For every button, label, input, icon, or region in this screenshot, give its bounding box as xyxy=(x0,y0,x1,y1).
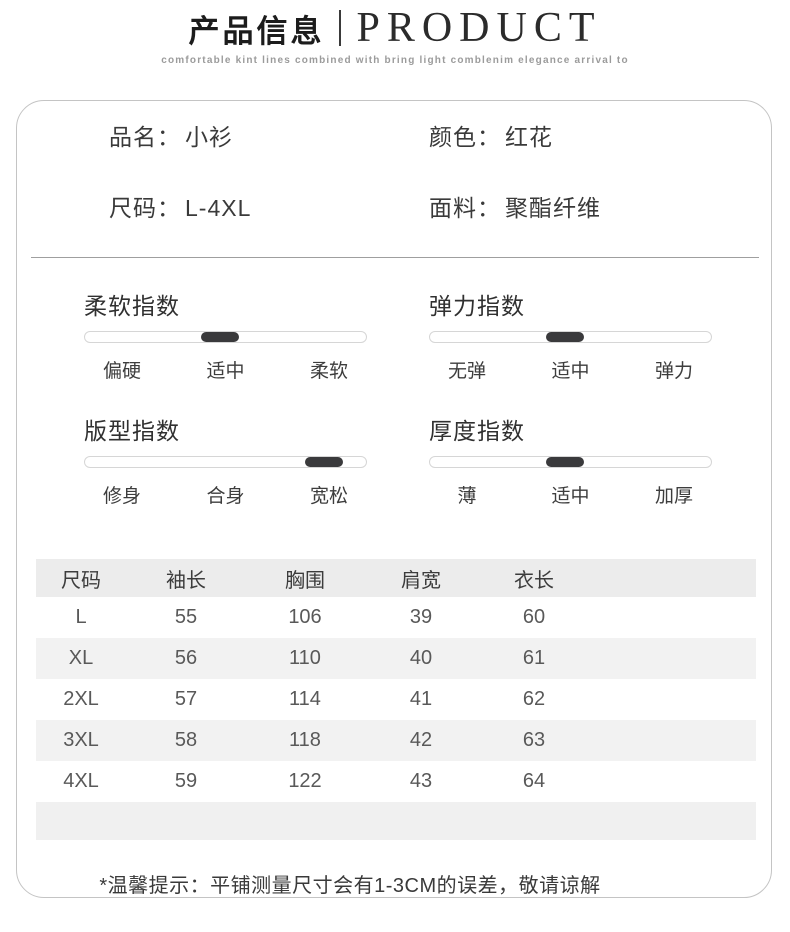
column-header: 袖长 xyxy=(166,569,206,592)
attribute-label: 面料： xyxy=(429,195,501,221)
cell-length: 63 xyxy=(522,729,546,751)
cell-size: L xyxy=(75,606,87,628)
cell-shoulder: 43 xyxy=(409,770,433,792)
title-chinese: 产品信息 xyxy=(188,13,325,49)
thickness-slider-fill xyxy=(545,457,584,467)
header-subtitle: comfortable kint lines combined with bri… xyxy=(161,55,629,66)
fit-slider-track xyxy=(84,456,367,468)
scale-label: 修身 xyxy=(102,486,141,507)
elasticity-slider-track xyxy=(429,331,712,343)
index-title: 柔软指数 xyxy=(84,293,180,319)
cell-size: XL xyxy=(68,647,94,669)
cell-sleeve: 59 xyxy=(174,770,198,792)
fit-slider-fill xyxy=(304,457,343,467)
index-scale-labels: 偏硬 适中 柔软 xyxy=(84,356,367,383)
attribute-label: 品名： xyxy=(109,124,181,150)
scale-label: 弹力 xyxy=(654,361,693,382)
attribute-label: 颜色： xyxy=(429,124,501,150)
title-divider-bar xyxy=(339,10,342,46)
index-title: 厚度指数 xyxy=(429,418,525,444)
scale-label: 宽松 xyxy=(309,486,348,507)
index-elasticity: 弹力指数 无弹 适中 弹力 xyxy=(429,291,712,383)
index-thickness: 厚度指数 薄 适中 加厚 xyxy=(429,416,712,508)
scale-label: 合身 xyxy=(206,486,245,507)
cell-sleeve: 57 xyxy=(174,688,198,710)
table-row-3XL: 3XL 58 118 42 63 xyxy=(36,720,756,761)
scale-label: 薄 xyxy=(457,486,477,507)
thickness-slider-track xyxy=(429,456,712,468)
cell-size: 2XL xyxy=(63,688,99,710)
cell-length: 60 xyxy=(522,606,546,628)
title-english: PRODUCT xyxy=(356,5,602,51)
attribute-value: 红花 xyxy=(505,124,553,150)
cell-shoulder: 42 xyxy=(409,729,433,751)
index-title: 弹力指数 xyxy=(429,293,525,319)
cell-size: 3XL xyxy=(63,729,99,751)
size-table-header-row: 尺码 袖长 胸围 肩宽 衣长 xyxy=(36,559,756,597)
size-table: 尺码 袖长 胸围 肩宽 衣长 L 55 106 39 60 XL 56 110 … xyxy=(36,559,756,840)
index-scale-labels: 无弹 适中 弹力 xyxy=(429,356,712,383)
attribute-color: 颜色： 红花 xyxy=(429,118,729,150)
index-softness: 柔软指数 偏硬 适中 柔软 xyxy=(84,291,367,383)
cell-shoulder: 39 xyxy=(409,606,433,628)
cell-bust: 106 xyxy=(288,606,322,628)
elasticity-slider-fill xyxy=(545,332,584,342)
cell-bust: 122 xyxy=(288,770,322,792)
table-row-L: L 55 106 39 60 xyxy=(36,597,756,638)
page-header: 产品信息 PRODUCT comfortable kint lines comb… xyxy=(0,5,790,66)
index-fit: 版型指数 修身 合身 宽松 xyxy=(84,416,367,508)
cell-sleeve: 55 xyxy=(174,606,198,628)
scale-label: 无弹 xyxy=(447,361,486,382)
index-scale-labels: 薄 适中 加厚 xyxy=(429,481,712,508)
column-header: 衣长 xyxy=(514,569,554,592)
cell-length: 64 xyxy=(522,770,546,792)
scale-label: 加厚 xyxy=(654,486,693,507)
scale-label: 适中 xyxy=(551,486,590,507)
table-row-2XL: 2XL 57 114 41 62 xyxy=(36,679,756,720)
attribute-product-name: 品名： 小衫 xyxy=(109,118,429,150)
cell-bust: 110 xyxy=(289,647,321,669)
cell-shoulder: 40 xyxy=(409,647,433,669)
cell-length: 61 xyxy=(522,647,546,669)
cell-shoulder: 41 xyxy=(409,688,433,710)
column-header: 肩宽 xyxy=(401,569,441,592)
scale-label: 偏硬 xyxy=(102,361,141,382)
attribute-label: 尺码： xyxy=(109,195,181,221)
table-row-4XL: 4XL 59 122 43 64 xyxy=(36,761,756,802)
cell-length: 62 xyxy=(522,688,546,710)
table-row-XL: XL 56 110 40 61 xyxy=(36,638,756,679)
softness-slider-track xyxy=(84,331,367,343)
softness-slider-fill xyxy=(200,332,239,342)
cell-sleeve: 58 xyxy=(174,729,198,751)
table-empty-row xyxy=(36,802,756,840)
attribute-size-range: 尺码： L-4XL xyxy=(109,189,429,221)
column-header: 胸围 xyxy=(285,569,325,592)
attribute-value: 小衫 xyxy=(185,124,233,150)
scale-label: 适中 xyxy=(551,361,590,382)
cell-sleeve: 56 xyxy=(174,647,198,669)
attribute-value: L-4XL xyxy=(185,195,252,221)
column-header: 尺码 xyxy=(61,569,101,592)
attribute-fabric: 面料： 聚酯纤维 xyxy=(429,189,729,221)
index-sliders: 柔软指数 偏硬 适中 柔软 弹力指数 无弹 适中 弹力 xyxy=(84,291,712,508)
product-attributes: 品名： 小衫 颜色： 红花 尺码： L-4XL 面料： 聚酯纤维 xyxy=(109,118,729,221)
scale-label: 适中 xyxy=(206,361,245,382)
attribute-value: 聚酯纤维 xyxy=(505,195,601,221)
index-scale-labels: 修身 合身 宽松 xyxy=(84,481,367,508)
scale-label: 柔软 xyxy=(309,361,348,382)
cell-size: 4XL xyxy=(63,770,99,792)
cell-bust: 118 xyxy=(289,729,321,751)
section-divider xyxy=(31,257,759,258)
page-title: 产品信息 PRODUCT xyxy=(0,5,790,51)
index-title: 版型指数 xyxy=(84,418,180,444)
footer-note: *温馨提示：平铺测量尺寸会有1-3CM的误差，敬请谅解 xyxy=(99,875,601,897)
product-info-card: 品名： 小衫 颜色： 红花 尺码： L-4XL 面料： 聚酯纤维 柔软指数 偏硬 xyxy=(16,100,772,898)
cell-bust: 114 xyxy=(289,688,321,710)
